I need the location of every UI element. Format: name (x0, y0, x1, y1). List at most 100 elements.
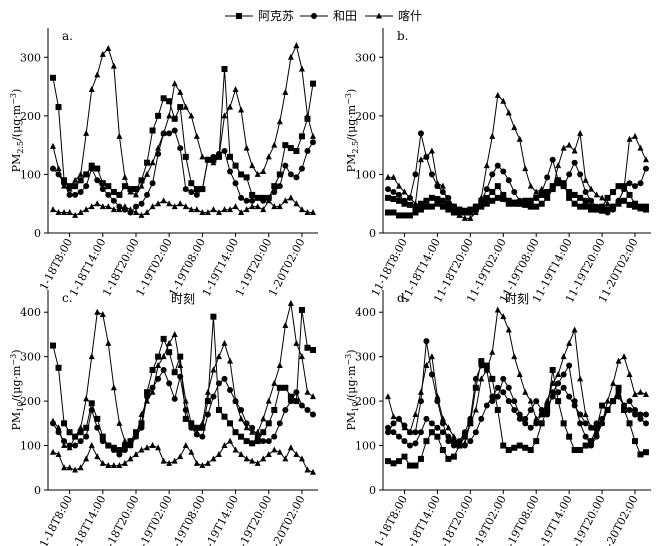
data-point (132, 450, 139, 457)
data-point (304, 148, 311, 154)
data-point (643, 156, 649, 163)
data-point (406, 442, 413, 449)
data-point (77, 189, 84, 195)
data-point (593, 206, 600, 213)
data-point (265, 438, 272, 445)
data-point (282, 142, 289, 149)
data-point (166, 112, 173, 119)
data-point (188, 112, 195, 119)
data-point (282, 384, 289, 391)
data-point (505, 398, 512, 405)
data-point (434, 393, 441, 400)
data-point (105, 339, 112, 346)
data-point (50, 206, 56, 213)
y-tick-label: 400 (355, 306, 376, 319)
data-point (406, 462, 413, 469)
data-point (527, 197, 534, 204)
data-point (632, 203, 639, 210)
data-point (450, 433, 457, 440)
data-point (593, 433, 600, 440)
data-point (55, 104, 62, 111)
data-point (298, 455, 305, 462)
data-point (588, 185, 595, 192)
data-point (310, 209, 316, 215)
data-point (549, 156, 556, 163)
data-point (626, 420, 633, 427)
data-point (417, 130, 424, 137)
y-axis-title-part: ) (345, 89, 358, 93)
data-point (105, 442, 112, 449)
data-point (72, 442, 79, 449)
data-point (577, 171, 584, 178)
data-point (621, 185, 628, 192)
data-point (110, 62, 117, 69)
data-point (445, 438, 452, 445)
data-point (210, 153, 217, 160)
data-point (560, 353, 567, 360)
data-point (511, 444, 518, 451)
data-point (221, 442, 228, 449)
data-point (445, 206, 452, 213)
data-point (293, 389, 300, 396)
data-point (588, 438, 595, 445)
data-point (412, 203, 419, 210)
data-point (61, 420, 68, 427)
data-point (637, 180, 644, 187)
data-point (637, 415, 644, 422)
data-point (577, 447, 584, 453)
series-line (387, 308, 647, 447)
data-point (155, 353, 162, 360)
data-point (83, 455, 90, 462)
data-point (310, 347, 316, 353)
x-axis-title: 时刻 (505, 292, 529, 306)
y-tick-label: 300 (20, 351, 41, 364)
data-point (171, 330, 178, 337)
data-point (132, 433, 139, 440)
data-point (417, 200, 424, 207)
data-point (188, 189, 195, 195)
y-axis-title-part: 10 (16, 402, 25, 412)
data-point (489, 171, 496, 178)
data-point (204, 156, 211, 163)
data-point (166, 130, 173, 137)
data-point (632, 183, 639, 190)
data-point (72, 176, 79, 183)
data-point (310, 132, 316, 139)
data-point (215, 407, 222, 413)
data-point (210, 313, 217, 320)
data-point (149, 442, 156, 449)
data-point (483, 200, 490, 207)
data-point (494, 306, 501, 313)
data-point (544, 174, 551, 181)
data-point (276, 171, 283, 178)
data-point (395, 191, 402, 198)
data-point (182, 186, 189, 193)
data-point (260, 429, 267, 436)
data-point (199, 462, 206, 469)
data-point (215, 209, 222, 215)
data-point (293, 148, 300, 154)
data-point (210, 159, 217, 166)
data-point (390, 173, 397, 180)
data-point (428, 371, 435, 378)
y-axis-title-part: PM (345, 154, 358, 173)
data-point (138, 446, 145, 453)
data-point (94, 453, 101, 460)
data-point (276, 118, 283, 125)
data-point (505, 197, 512, 204)
data-point (171, 115, 178, 122)
data-point (271, 433, 278, 440)
data-point (439, 182, 446, 189)
data-point (604, 200, 611, 207)
data-point (116, 132, 123, 139)
data-point (417, 388, 424, 395)
data-point (511, 407, 518, 413)
data-point (227, 168, 234, 175)
data-point (166, 380, 173, 387)
data-point (116, 191, 123, 198)
data-point (99, 310, 106, 317)
data-point (155, 112, 162, 119)
data-point (144, 191, 151, 198)
data-point (199, 209, 206, 215)
data-point (643, 390, 649, 397)
